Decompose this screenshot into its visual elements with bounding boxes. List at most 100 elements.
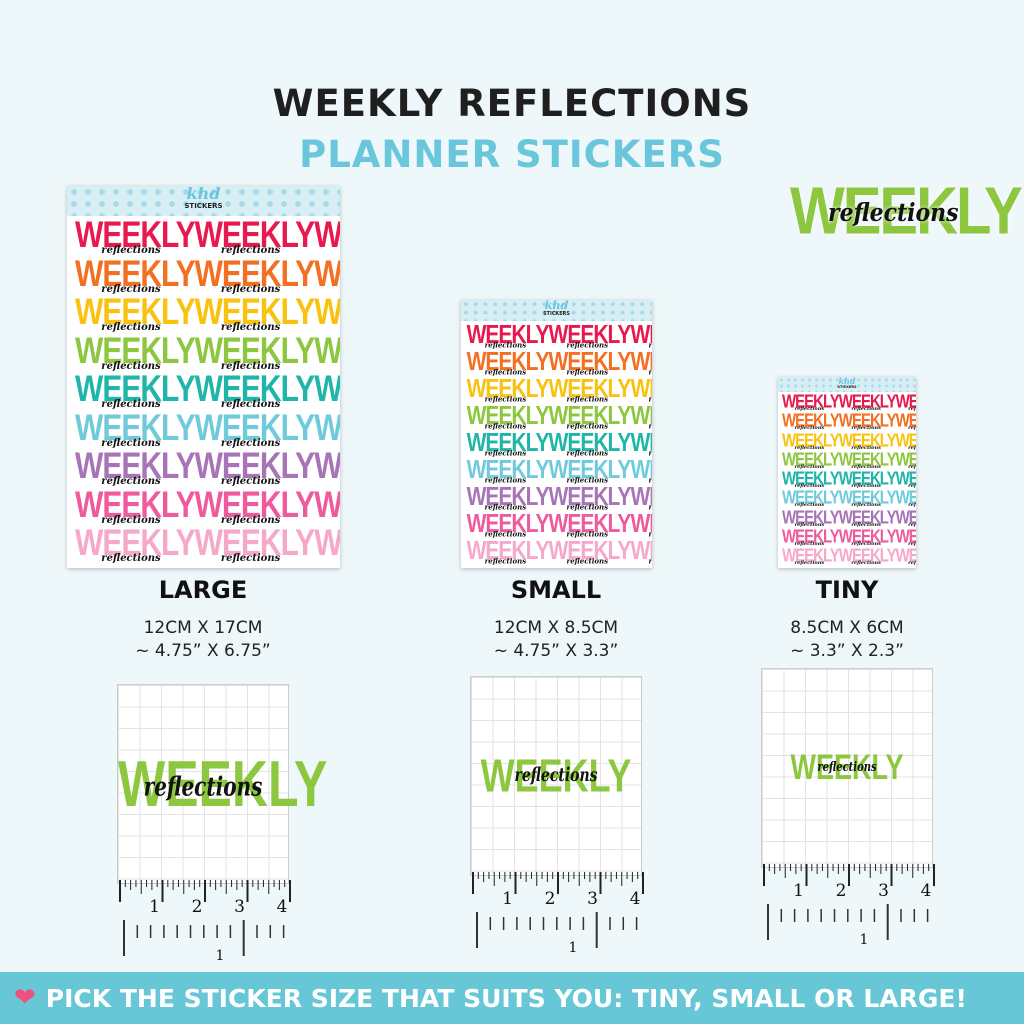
inch-label: 2 xyxy=(836,881,847,901)
bottom-banner: ❤ PICK THE STICKER SIZE THAT SUITS YOU: T… xyxy=(0,972,1024,1024)
inch-label: 2 xyxy=(545,889,556,909)
cm-label: 1 xyxy=(216,948,225,964)
banner-text: PICK THE STICKER SIZE THAT SUITS YOU: TI… xyxy=(45,983,967,1013)
logo-subtext: STICKERS xyxy=(837,385,857,389)
size-label-small: SMALL xyxy=(510,576,602,604)
sheet-header: khd STICKERS xyxy=(461,300,652,321)
logo: khd xyxy=(186,186,221,203)
featured-sticker: WEEKLY reflections xyxy=(790,173,1023,249)
logo-subtext: STICKERS xyxy=(543,311,570,318)
title: WEEKLY REFLECTIONS xyxy=(272,82,752,125)
logo: khd xyxy=(544,300,569,312)
inch-label: 3 xyxy=(234,897,245,917)
heart-icon: ❤ xyxy=(14,983,36,1013)
inch-label: 3 xyxy=(587,889,598,909)
inch-label: 1 xyxy=(149,897,160,917)
dims-large: 12CM X 17CM ~ 4.75” X 6.75” xyxy=(135,618,271,661)
cm-label: 1 xyxy=(569,940,578,956)
dims-tiny: 8.5CM X 6CM ~ 3.3” X 2.3” xyxy=(790,618,904,661)
sheet-tiny: khd STICKERS WEEKLY reflections WEEKLY reflec… xyxy=(778,377,916,568)
subtitle: PLANNER STICKERS xyxy=(299,133,725,176)
scale-grid-tiny: WEEKLY reflections xyxy=(761,668,933,868)
size-label-large: LARGE xyxy=(158,576,248,604)
sheet-header: khd STICKERS xyxy=(778,377,916,392)
inch-label: 1 xyxy=(502,889,513,909)
ruler-small: 1 2 3 4 1 xyxy=(472,872,644,956)
sheet-large: khd STICKERS WEEKLY reflections WEEKLY reflec… xyxy=(67,186,340,568)
ruler-tiny: 1 2 3 4 1 xyxy=(763,864,935,948)
cm-label: 1 xyxy=(860,932,869,948)
inch-label: 4 xyxy=(921,881,932,901)
inch-label: 4 xyxy=(630,889,641,909)
inch-label: 1 xyxy=(793,881,804,901)
scale-grid-large: WEEKLY reflections xyxy=(117,684,327,884)
sheet-small: khd STICKERS WEEKLY reflections WEEKLY reflec… xyxy=(461,300,652,568)
